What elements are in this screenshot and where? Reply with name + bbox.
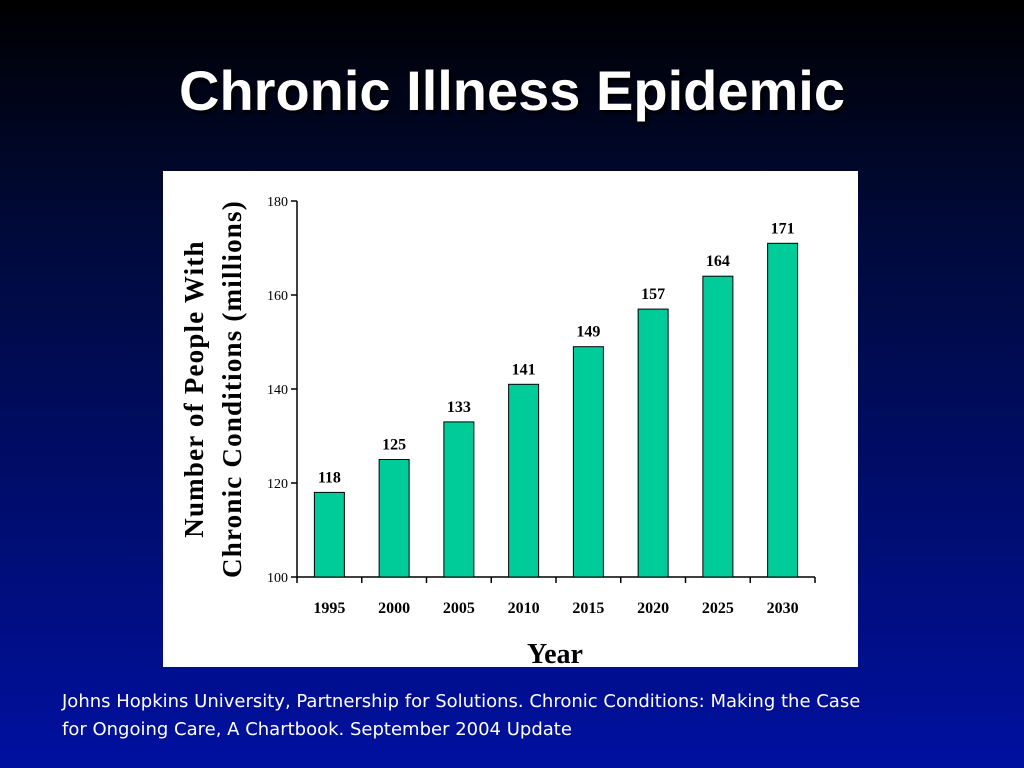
x-tick-label-2020: 2020 (637, 600, 669, 617)
x-tick-label-2015: 2015 (572, 600, 604, 617)
data-label-2010: 141 (512, 361, 536, 378)
x-tick-label-2030: 2030 (767, 600, 799, 617)
bar-2010 (508, 383, 540, 578)
y-tick-label-180: 180 (267, 195, 288, 210)
bar-2020 (637, 308, 669, 578)
chart-panel: 100 120 140 160 180 118 1995 125 2000 133 2005 141 2… (163, 171, 858, 667)
data-label-2030: 171 (771, 220, 795, 237)
y-axis-title-line-1: Number of People With (179, 240, 209, 537)
data-label-2000: 125 (382, 437, 406, 454)
citation-line-1: Johns Hopkins University, Partnership fo… (62, 691, 861, 712)
x-tick-label-2005: 2005 (443, 600, 475, 617)
data-label-2025: 164 (706, 253, 730, 270)
bar-2025 (702, 275, 734, 578)
citation-line-2: for Ongoing Care, A Chartbook. September… (62, 719, 572, 740)
y-axis-title-line-2: Chronic Conditions (millions) (217, 200, 247, 578)
x-tick-label-2000: 2000 (378, 600, 410, 617)
x-tick-label-2010: 2010 (508, 600, 540, 617)
bar-2015 (572, 346, 604, 578)
bar-2030 (767, 242, 799, 578)
data-label-2015: 149 (576, 324, 600, 341)
bar-2000 (378, 459, 410, 578)
bar-1995 (313, 491, 345, 578)
bar-chart: 100 120 140 160 180 118 1995 125 2000 133 2005 141 2… (179, 195, 816, 667)
y-tick-label-160: 160 (267, 289, 288, 304)
citation: Johns Hopkins University, Partnership fo… (62, 688, 962, 744)
y-tick-label-140: 140 (267, 383, 288, 398)
bar-2005 (443, 421, 475, 578)
x-tick-label-1995: 1995 (313, 600, 345, 617)
y-tick-label-120: 120 (267, 477, 288, 492)
slide-title: Chronic Illness Epidemic (179, 59, 845, 122)
x-axis-title: Year (527, 639, 583, 667)
data-label-2005: 133 (447, 399, 471, 416)
data-label-1995: 118 (318, 469, 341, 486)
x-tick-label-2025: 2025 (702, 600, 734, 617)
y-tick-label-100: 100 (267, 571, 288, 586)
data-label-2020: 157 (641, 286, 665, 303)
